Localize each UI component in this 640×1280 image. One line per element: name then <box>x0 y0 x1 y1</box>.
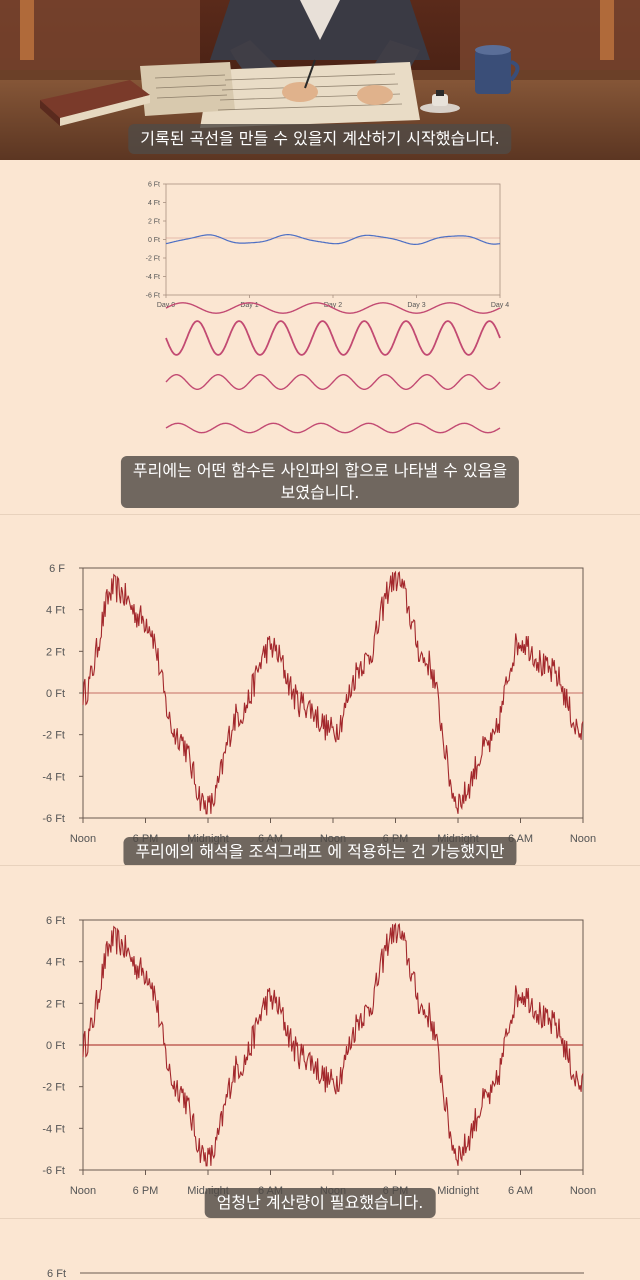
y-tick-label: 2 Ft <box>46 646 65 658</box>
fourier-panel: 6 Ft 4 Ft 2 Ft 0 Ft -2 Ft -4 Ft -6 Ft Day 0 Day… <box>0 160 640 514</box>
caption-2-line-2: 보였습니다. <box>280 483 360 502</box>
tide-panel-3: 6 Ft <box>0 1219 640 1280</box>
illustration-panel: 기록된 곡선을 만들 수 있을지 계산하기 시작했습니다. <box>0 0 640 160</box>
caption-4: 엄청난 계산량이 필요했습니다. <box>204 1188 436 1218</box>
y-tick-label: 2 Ft <box>148 219 160 226</box>
y-tick-label: -6 Ft <box>42 813 65 825</box>
y-tick-label: -6 Ft <box>42 1165 65 1177</box>
y-tick-label: 0 Ft <box>148 237 160 244</box>
y-tick-label: 6 Ft <box>148 182 160 189</box>
component-wave-4 <box>165 422 501 434</box>
tide-chart-3: 6 Ft <box>47 1268 584 1280</box>
caption-2: 푸리에는 어떤 함수든 사인파의 합으로 나타낼 수 있음을 보였습니다. <box>120 456 520 508</box>
x-tick-label: Noon <box>70 833 96 845</box>
caption-3: 푸리에의 해석을 조석그래프 에 적용하는 건 가능했지만 <box>123 837 517 865</box>
caption-1: 기록된 곡선을 만들 수 있을지 계산하기 시작했습니다. <box>128 124 512 154</box>
divider-3 <box>0 1218 640 1219</box>
y-tick-label: 4 Ft <box>46 957 65 969</box>
x-tick-label: Day 3 <box>407 302 425 309</box>
y-tick-label: -6 Ft <box>146 293 160 300</box>
divider-2 <box>0 865 640 866</box>
x-tick-label: 6 PM <box>133 1185 159 1197</box>
x-tick-label: Day 2 <box>324 302 342 309</box>
books <box>40 80 150 118</box>
sum-curve <box>165 234 501 245</box>
y-tick-label: -4 Ft <box>42 771 65 783</box>
fourier-chart: 6 Ft 4 Ft 2 Ft 0 Ft -2 Ft -4 Ft -6 Ft Day 0 Day… <box>146 182 509 434</box>
y-tick-label: -2 Ft <box>42 1082 65 1094</box>
y-tick-label: 2 Ft <box>46 998 65 1010</box>
x-tick-label: Midnight <box>437 1185 479 1197</box>
divider-1 <box>0 514 640 515</box>
tide-curve <box>82 570 584 815</box>
caption-2-line-1: 푸리에는 어떤 함수든 사인파의 합으로 나타낼 수 있음을 <box>132 461 508 480</box>
x-tick-label: Noon <box>570 833 596 845</box>
cup <box>475 50 511 94</box>
component-wave-1 <box>165 302 501 314</box>
inkwell <box>420 103 460 113</box>
x-tick-label: 6 AM <box>508 1185 533 1197</box>
x-tick-label: Day 4 <box>491 302 509 309</box>
x-tick-label: Day 0 <box>157 302 175 309</box>
tide-curve <box>82 922 584 1167</box>
component-wave-3 <box>165 374 501 390</box>
y-tick-label: 4 Ft <box>46 605 65 617</box>
x-tick-label: Noon <box>70 1185 96 1197</box>
x-tick-label: Day 1 <box>240 302 258 309</box>
y-tick-label: -4 Ft <box>146 274 160 281</box>
hand-right <box>357 85 393 105</box>
hand-left <box>282 82 318 102</box>
y-tick-label: 6 Ft <box>46 915 65 927</box>
tide-chart-2: 6 Ft 4 Ft 2 Ft 0 Ft -2 Ft -4 Ft -6 Ft Noon 6 PM M… <box>42 915 596 1197</box>
y-tick-label: -2 Ft <box>42 730 65 742</box>
y-tick-label: 6 F <box>49 563 65 575</box>
y-tick-label: 4 Ft <box>148 200 160 207</box>
component-wave-2 <box>165 320 501 356</box>
tide-panel-2: 6 Ft 4 Ft 2 Ft 0 Ft -2 Ft -4 Ft -6 Ft Noon 6 PM M… <box>0 866 640 1218</box>
x-tick-label: Noon <box>570 1185 596 1197</box>
plot-frame <box>165 183 501 296</box>
y-tick-label: 0 Ft <box>46 688 65 700</box>
y-tick-label: -2 Ft <box>146 256 160 263</box>
tick-label: 6 Ft <box>47 1268 66 1280</box>
y-tick-label: -4 Ft <box>42 1123 65 1135</box>
y-tick-label: 0 Ft <box>46 1040 65 1052</box>
